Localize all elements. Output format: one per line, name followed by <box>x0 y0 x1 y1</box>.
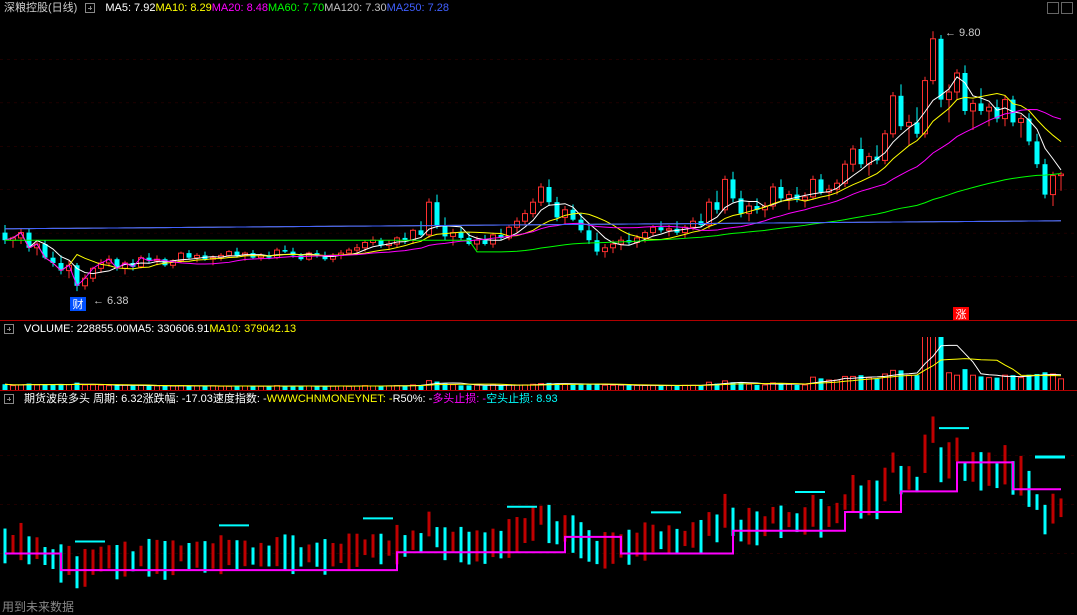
header-metric: WWWCHNMONEYNET: - <box>267 393 393 405</box>
volume-chart-svg[interactable] <box>0 337 1077 391</box>
header-metric: R50%: - <box>393 393 433 405</box>
price-chart-panel[interactable]: 深粮控股(日线) MA5: 7.92MA10: 8.29MA20: 8.48MA… <box>0 0 1077 320</box>
volume-chart-header: VOLUME: 228855.00MA5: 330606.91MA10: 379… <box>0 321 1077 337</box>
svg-text:← 6.38: ← 6.38 <box>93 295 128 307</box>
expand-icon[interactable] <box>4 324 14 334</box>
indicator-chart-svg[interactable] <box>0 407 1077 602</box>
expand-icon[interactable] <box>4 394 14 404</box>
price-chart-svg[interactable]: ← 9.80 ← 6.38 财涨 <box>0 16 1077 320</box>
volume-chart-panel[interactable]: VOLUME: 228855.00MA5: 330606.91MA10: 379… <box>0 320 1077 390</box>
header-metric: MA120: 7.30 <box>324 2 386 14</box>
svg-text:财: 财 <box>73 297 84 311</box>
header-metric: 涨跌幅: -17.03 <box>143 393 213 405</box>
price-chart-header: 深粮控股(日线) MA5: 7.92MA10: 8.29MA20: 8.48MA… <box>0 0 1077 16</box>
indicator-chart-header: 期货波段多头 周期: 6.32涨跌幅: -17.03速度指数: -WWWCHNM… <box>0 391 1077 407</box>
expand-icon[interactable] <box>85 3 95 13</box>
stock-title: 深粮控股(日线) <box>4 0 77 16</box>
header-metric: 多头止损: - <box>432 393 486 405</box>
header-metric: MA60: 7.70 <box>268 2 324 14</box>
footer-note: 用到未来数据 <box>2 598 74 615</box>
header-metric: MA10: 8.29 <box>155 2 211 14</box>
indicator-chart-panel[interactable]: 期货波段多头 周期: 6.32涨跌幅: -17.03速度指数: -WWWCHNM… <box>0 390 1077 615</box>
header-metric: 期货波段多头 <box>24 393 93 405</box>
header-metric: 周期: 6.32 <box>93 393 143 405</box>
header-metric: MA5: 330606.91 <box>129 323 210 335</box>
header-metric: 空头止损: 8.93 <box>486 393 558 405</box>
svg-text:← 9.80: ← 9.80 <box>945 27 980 39</box>
header-metric: MA20: 8.48 <box>212 2 268 14</box>
header-metric: MA10: 379042.13 <box>209 323 296 335</box>
header-metric: VOLUME: 228855.00 <box>24 323 129 335</box>
header-metric: 速度指数: - <box>213 393 267 405</box>
header-metric: MA5: 7.92 <box>105 2 155 14</box>
header-metric: MA250: 7.28 <box>387 2 449 14</box>
svg-text:涨: 涨 <box>956 308 967 320</box>
